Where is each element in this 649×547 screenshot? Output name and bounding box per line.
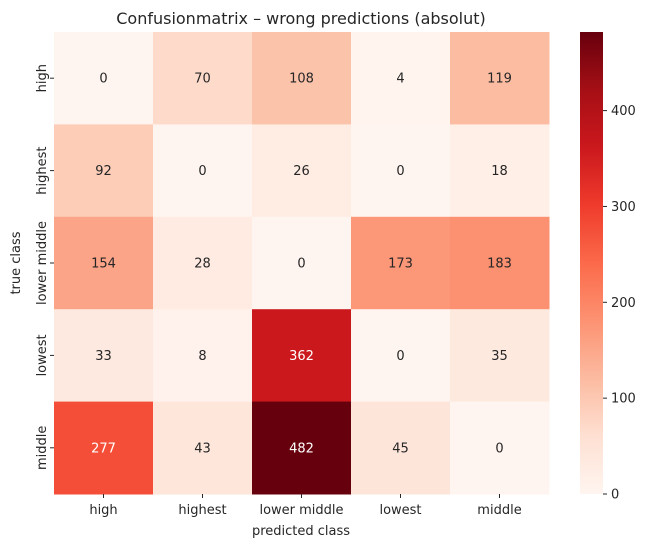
cell-value-label: 0	[198, 164, 206, 179]
heatmap-cell	[252, 309, 352, 403]
cell-value-label: 0	[99, 72, 107, 87]
x-tick-label: highest	[178, 503, 226, 518]
y-tick-label: lower middle	[35, 221, 50, 305]
heatmap-cell	[252, 216, 352, 310]
y-tick-label: highest	[35, 146, 50, 194]
y-tick-label: lowest	[35, 334, 50, 376]
cell-value-label: 35	[491, 349, 508, 364]
cell-value-label: 43	[194, 441, 211, 456]
heatmap-cell	[54, 401, 154, 495]
cell-value-label: 119	[487, 72, 512, 87]
cell-value-label: 183	[487, 257, 512, 272]
heatmap-cell	[450, 401, 550, 495]
x-tick-label: lowest	[379, 503, 421, 518]
heatmap-cell	[351, 401, 451, 495]
colorbar-tick-label: 200	[611, 296, 636, 311]
y-axis: high highest lower middle lowest middle	[35, 64, 54, 470]
cell-value-label: 8	[198, 349, 206, 364]
heatmap-cell	[450, 216, 550, 310]
cell-value-label: 277	[91, 441, 116, 456]
heatmap-cell	[153, 309, 253, 403]
x-axis: high highest lower middle lowest middle	[89, 494, 522, 518]
cell-value-label: 33	[95, 349, 112, 364]
cell-value-label: 362	[289, 349, 314, 364]
colorbar-tick-label: 0	[611, 488, 619, 503]
x-axis-label: predicted class	[252, 524, 350, 539]
heatmap-cell	[153, 124, 253, 218]
colorbar-tick-label: 400	[611, 104, 636, 119]
cell-value-label: 45	[392, 441, 409, 456]
heatmap-cell	[252, 32, 352, 125]
cell-value-label: 173	[388, 257, 413, 272]
colorbar-tick-label: 300	[611, 200, 636, 215]
chart-title: Confusionmatrix – wrong predictions (abs…	[116, 9, 486, 28]
x-tick-label: lower middle	[259, 503, 343, 518]
cell-value-label: 482	[289, 441, 314, 456]
colorbar-gradient	[580, 32, 603, 494]
x-tick-label: middle	[477, 503, 521, 518]
colorbar-tick-label: 100	[611, 392, 636, 407]
heatmap-cell	[351, 216, 451, 310]
cell-value-label: 18	[491, 164, 508, 179]
cell-value-label: 0	[396, 164, 404, 179]
heatmap-cell	[450, 32, 550, 125]
cell-value-label: 0	[396, 349, 404, 364]
cell-value-label: 0	[297, 257, 305, 272]
heatmap-cell	[351, 309, 451, 403]
x-tick-label: high	[89, 503, 117, 518]
heatmap-cell	[153, 216, 253, 310]
y-axis-label: true class	[9, 231, 24, 294]
heatmap-cell	[54, 309, 154, 403]
y-tick-label: high	[35, 64, 50, 92]
cell-value-label: 26	[293, 164, 310, 179]
heatmap-cell	[450, 309, 550, 403]
heatmap-cell	[54, 32, 154, 125]
y-tick-label: middle	[35, 426, 50, 470]
cell-value-label: 108	[289, 72, 314, 87]
cell-value-label: 28	[194, 257, 211, 272]
heatmap-cell	[54, 124, 154, 218]
heatmap-cell	[54, 216, 154, 310]
cell-value-label: 4	[396, 72, 404, 87]
heatmap-cell	[153, 32, 253, 125]
cell-value-label: 154	[91, 257, 116, 272]
heatmap-cell	[351, 124, 451, 218]
cell-value-label: 70	[194, 72, 211, 87]
heatmap-cell	[153, 401, 253, 495]
heatmap-cells: 0 70 108 4 119 92 0 26 0 18 154 28 0 173 183 33 8 362 0 35 2…	[54, 32, 550, 495]
cell-value-label: 0	[495, 441, 503, 456]
heatmap-cell	[252, 124, 352, 218]
heatmap-cell	[252, 401, 352, 495]
cell-value-label: 92	[95, 164, 112, 179]
heatmap-cell	[450, 124, 550, 218]
colorbar: 0 100 200 300 400	[580, 32, 636, 503]
heatmap-cell	[351, 32, 451, 125]
